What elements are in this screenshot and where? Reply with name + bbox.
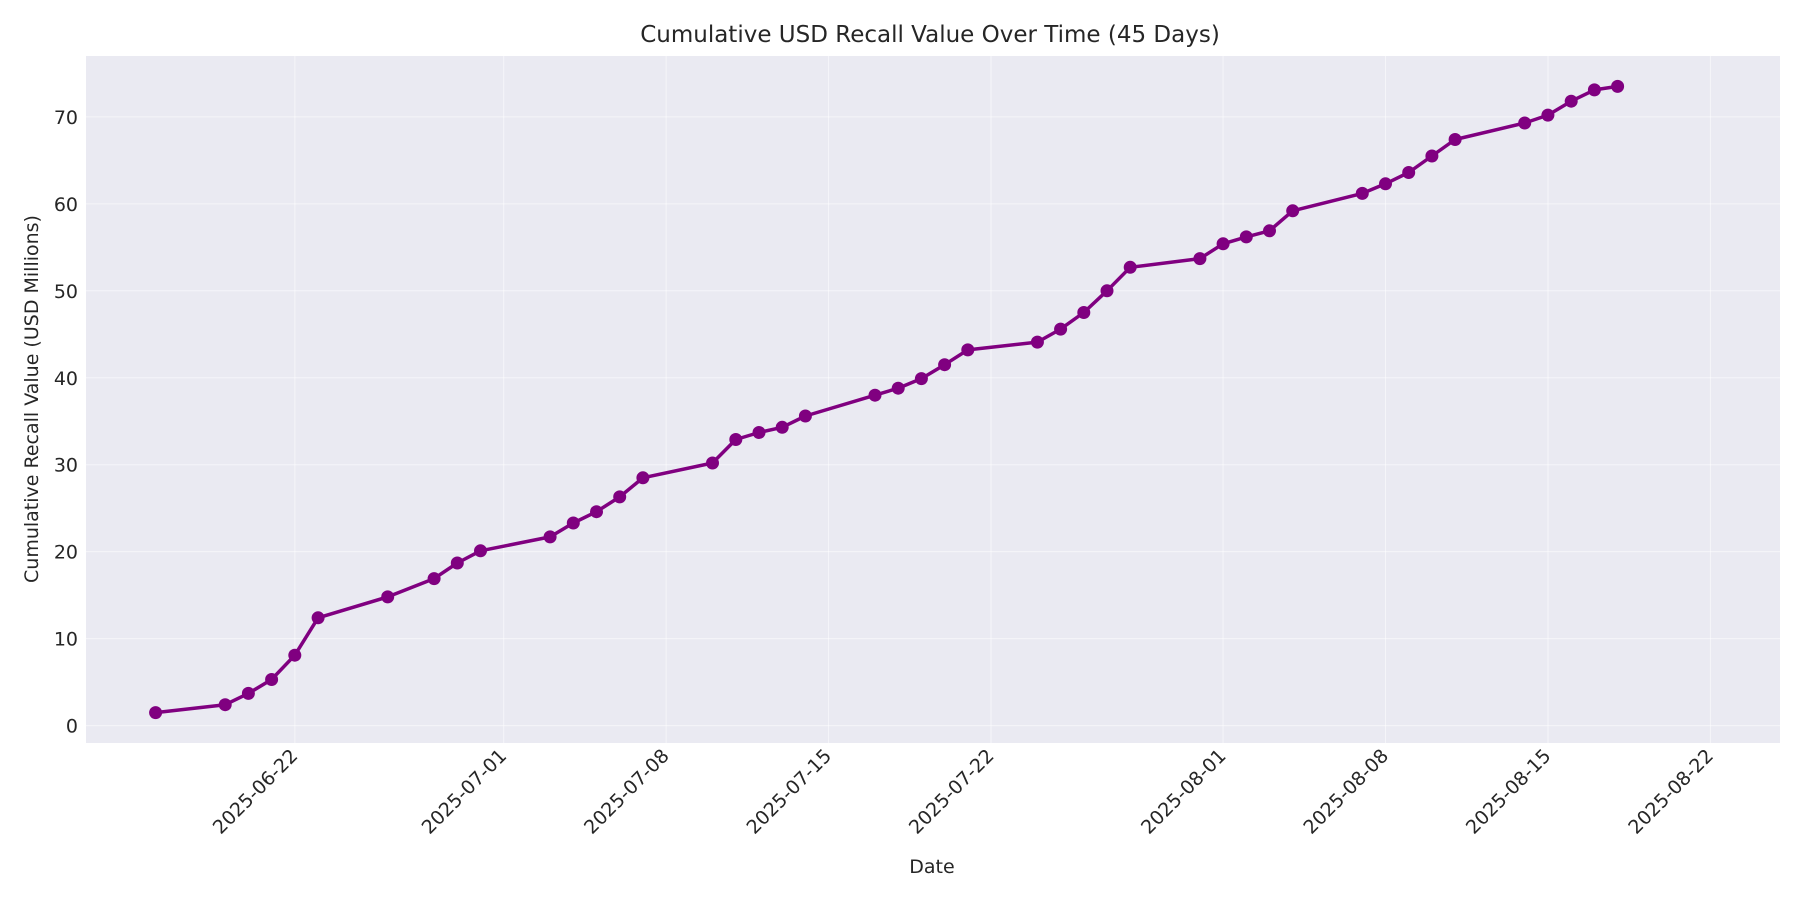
x-tick-label: 2025-08-08 (1299, 745, 1393, 839)
y-tick-label: 0 (66, 716, 78, 738)
data-point (1100, 284, 1114, 298)
y-tick-label: 70 (54, 107, 78, 129)
data-point (613, 490, 627, 504)
x-axis-ticks: 2025-06-22 2025-07-01 2025-07-08 2025-07-15… (209, 745, 1718, 839)
data-point (914, 372, 928, 386)
x-tick-label: 2025-07-22 (905, 745, 999, 839)
data-point (1448, 133, 1462, 146)
data-point (1541, 108, 1555, 122)
data-point (1286, 204, 1300, 218)
data-point (706, 456, 719, 470)
chart-title: Cumulative USD Recall Value Over Time (4… (640, 22, 1220, 48)
data-point (961, 343, 975, 357)
data-point (1564, 94, 1578, 108)
data-point (1611, 79, 1625, 93)
y-tick-label: 10 (54, 629, 78, 651)
x-tick-label: 2025-07-15 (742, 745, 836, 839)
data-point (288, 648, 302, 662)
data-point (1077, 306, 1091, 319)
data-point (1263, 224, 1276, 238)
data-point (427, 572, 441, 586)
x-tick-label: 2025-07-01 (418, 745, 512, 839)
data-point (566, 516, 580, 530)
data-point (265, 673, 279, 686)
data-point (1054, 322, 1068, 336)
data-point (798, 409, 812, 423)
data-point (450, 556, 464, 570)
data-point (1425, 149, 1439, 163)
data-point (1402, 166, 1416, 179)
data-point (729, 433, 743, 446)
x-axis-label: Date (909, 856, 954, 878)
x-tick-label: 2025-07-08 (580, 745, 674, 839)
data-point (218, 698, 232, 712)
data-point (752, 426, 766, 439)
data-point (636, 471, 650, 485)
x-tick-label: 2025-08-22 (1624, 745, 1718, 839)
data-point (1379, 177, 1392, 191)
data-point (381, 590, 395, 604)
data-point (543, 530, 557, 544)
data-point (1518, 116, 1532, 130)
data-point (775, 420, 789, 434)
data-point (891, 381, 905, 395)
data-point (311, 611, 325, 625)
y-tick-label: 60 (54, 194, 78, 216)
grid (86, 56, 1780, 743)
data-point (1123, 260, 1137, 274)
data-point (474, 544, 487, 558)
data-point (590, 505, 603, 519)
data-point (1030, 335, 1044, 349)
data-point (1216, 237, 1230, 251)
data-point (938, 358, 952, 372)
data-points (149, 79, 1625, 720)
data-point (1355, 186, 1369, 200)
data-point (1193, 252, 1207, 266)
y-axis-label: Cumulative Recall Value (USD Millions) (21, 215, 43, 583)
data-point (149, 706, 163, 720)
x-tick-label: 2025-08-15 (1462, 745, 1556, 839)
plot-area (86, 56, 1780, 743)
data-point (241, 686, 255, 700)
y-tick-label: 30 (54, 455, 78, 477)
data-point (1239, 230, 1253, 244)
y-tick-label: 20 (54, 542, 78, 564)
data-point (1587, 83, 1601, 97)
x-tick-label: 2025-08-01 (1137, 745, 1231, 839)
y-tick-label: 40 (54, 368, 78, 390)
y-tick-label: 50 (54, 281, 78, 303)
x-tick-label: 2025-06-22 (209, 745, 303, 839)
data-point (868, 388, 882, 402)
y-axis-ticks: 0 10 20 30 40 50 60 70 (54, 107, 78, 738)
